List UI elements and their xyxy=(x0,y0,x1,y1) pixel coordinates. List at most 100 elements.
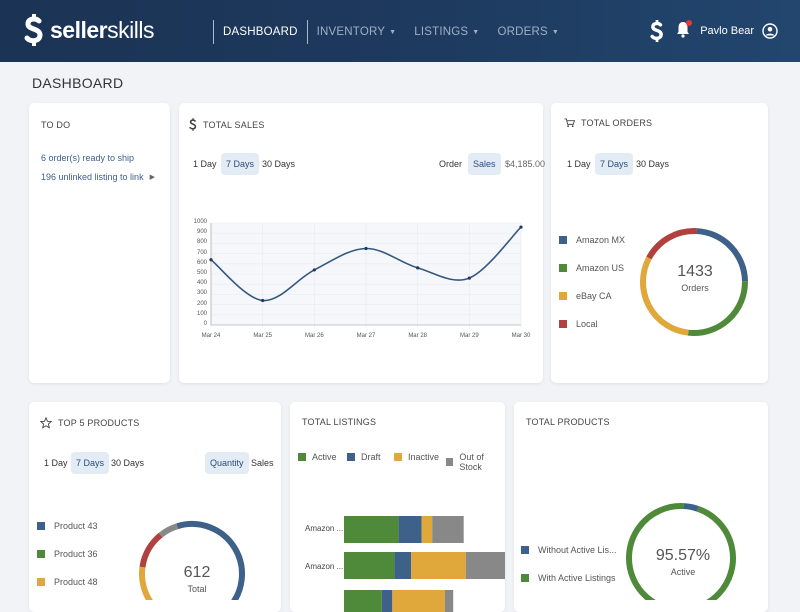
top-products-total: 612 Total xyxy=(157,564,237,594)
orders-donut-segment xyxy=(640,256,689,336)
toggle-quantity[interactable]: Quantity xyxy=(205,452,249,474)
legend-ebay-ca: eBay CA xyxy=(559,291,612,301)
top-products-donut-chart xyxy=(139,521,245,600)
sales-point xyxy=(209,258,213,262)
legend-local: Local xyxy=(559,319,598,329)
total-products-value: 95.57% xyxy=(655,547,711,564)
tab-7-days[interactable]: 7 Days xyxy=(221,153,260,175)
total-sales-title: TOTAL SALES xyxy=(189,118,265,131)
total-listings-title: TOTAL LISTINGS xyxy=(302,417,377,427)
orders-donut-segment xyxy=(687,281,748,336)
nav-listings[interactable]: LISTINGS ▼ xyxy=(414,26,480,38)
notification-dot xyxy=(686,19,693,26)
orders-donut-segment xyxy=(646,228,697,260)
top-navbar: sellerskills DASHBOARD INVENTORY ▼ LISTIN… xyxy=(0,0,800,62)
logo[interactable]: sellerskills xyxy=(24,14,154,46)
sales-point xyxy=(364,246,368,251)
legend-amazon-mx: Amazon MX xyxy=(559,235,625,245)
x-tick-label: Mar 26 xyxy=(304,333,324,339)
dollar-icon[interactable] xyxy=(650,20,664,42)
sales-amount: $4,185.00 xyxy=(505,159,546,169)
orders-total-value: 1433 xyxy=(677,263,713,280)
top-products-total-value: 612 xyxy=(183,564,211,581)
total-products-percent: 95.57% Active xyxy=(643,547,723,577)
sales-point xyxy=(261,298,265,303)
legend-swatch xyxy=(559,320,567,328)
total-products-label: Active xyxy=(670,567,696,577)
sales-point xyxy=(416,266,420,270)
listing-bar-segment xyxy=(394,552,412,579)
tab-1-day[interactable]: 1 Day xyxy=(567,159,591,169)
x-tick-label: Mar 25 xyxy=(253,333,272,339)
tab-30-days[interactable]: 30 Days xyxy=(111,458,145,468)
chevron-right-icon: ▶ xyxy=(149,174,155,181)
listing-bar-segment xyxy=(432,516,464,543)
listing-bar-segment xyxy=(344,552,395,579)
toggle-sales[interactable]: Sales xyxy=(251,458,274,468)
nav-dashboard[interactable]: DASHBOARD xyxy=(213,20,308,44)
caret-down-icon: ▼ xyxy=(472,28,480,36)
user-name[interactable]: Pavlo Bear xyxy=(700,25,754,37)
legend-amazon-us: Amazon US xyxy=(559,263,624,273)
sales-point xyxy=(519,225,523,229)
orders-count: 1433 Orders xyxy=(652,263,738,293)
total-sales-card: TOTAL SALES 1 Day 7 Days 30 Days Order S… xyxy=(179,103,545,383)
legend-swatch xyxy=(394,453,402,461)
toggle-sales[interactable]: Sales xyxy=(468,153,501,175)
legend-swatch xyxy=(559,292,567,300)
products-donut-segment xyxy=(176,521,245,600)
nav-inventory[interactable]: INVENTORY ▼ xyxy=(316,26,397,38)
bar-label: Amazon ... xyxy=(305,562,344,571)
tab-30-days[interactable]: 30 Days xyxy=(262,159,296,169)
total-products-title: TOTAL PRODUCTS xyxy=(526,417,610,427)
listing-bar-segment xyxy=(444,590,454,612)
total-products-donut-segment xyxy=(626,503,736,600)
listing-bar-segment xyxy=(398,516,422,543)
listing-bar-segment xyxy=(344,590,382,612)
legend-with-active-listings: With Active Listings xyxy=(521,573,616,583)
legend-swatch xyxy=(559,264,567,272)
todo-unlinked-listings-link[interactable]: 196 unlinked listing to link ▶ xyxy=(41,172,155,182)
listing-bar-segment xyxy=(411,552,466,579)
tab-1-day[interactable]: 1 Day xyxy=(44,458,68,468)
total-products-donut-segment xyxy=(683,503,699,512)
legend-without-active-listings: Without Active Lis... xyxy=(521,545,617,555)
sales-line-chart: 1000 900 800 700 600 500 400 300 200 100 0 Mar 24 Ma… xyxy=(179,213,543,353)
top-products-total-label: Total xyxy=(187,584,207,594)
y-tick-label: 0 xyxy=(203,321,207,327)
tab-7-days[interactable]: 7 Days xyxy=(595,153,634,175)
legend-swatch xyxy=(521,546,529,554)
legend-draft: Draft xyxy=(347,452,381,462)
page-title: DASHBOARD xyxy=(32,75,124,91)
y-tick-label: 700 xyxy=(196,249,207,256)
nav-orders[interactable]: ORDERS ▼ xyxy=(497,26,559,38)
dollar-logo-icon xyxy=(24,14,43,46)
todo-orders-ready-link[interactable]: 6 order(s) ready to ship xyxy=(41,153,135,163)
top-products-title: TOP 5 PRODUCTS xyxy=(40,417,139,429)
legend-swatch xyxy=(347,453,355,461)
notifications-button[interactable] xyxy=(676,19,693,43)
orders-total-label: Orders xyxy=(681,283,709,293)
tab-30-days[interactable]: 30 Days xyxy=(636,159,670,169)
legend-swatch xyxy=(521,574,529,582)
todo-title: TO DO xyxy=(41,120,71,130)
x-tick-label: Mar 30 xyxy=(511,333,531,339)
products-donut-segment xyxy=(139,566,153,600)
tab-1-day[interactable]: 1 Day xyxy=(193,159,217,169)
total-listings-card: TOTAL LISTINGS Active Draft Inactive Out… xyxy=(290,402,505,612)
y-tick-label: 900 xyxy=(196,229,207,236)
legend-swatch xyxy=(37,550,45,558)
orders-donut-chart xyxy=(640,228,748,336)
legend-swatch xyxy=(298,453,306,461)
y-tick-label: 400 xyxy=(196,280,207,287)
y-tick-label: 800 xyxy=(196,239,207,246)
total-products-card: TOTAL PRODUCTS Without Active Lis... Wit… xyxy=(514,402,768,612)
products-donut-segment xyxy=(139,532,163,568)
todo-card: TO DO 6 order(s) ready to ship 196 unlin… xyxy=(29,103,170,383)
toggle-order[interactable]: Order xyxy=(439,159,463,169)
main-nav: DASHBOARD INVENTORY ▼ LISTINGS ▼ ORDERS ▼ xyxy=(213,20,568,44)
user-avatar-icon[interactable] xyxy=(762,23,778,39)
top-products-card: TOP 5 PRODUCTS 1 Day 7 Days 30 Days Quan… xyxy=(29,402,281,612)
legend-swatch xyxy=(37,578,45,586)
tab-7-days[interactable]: 7 Days xyxy=(71,452,110,474)
